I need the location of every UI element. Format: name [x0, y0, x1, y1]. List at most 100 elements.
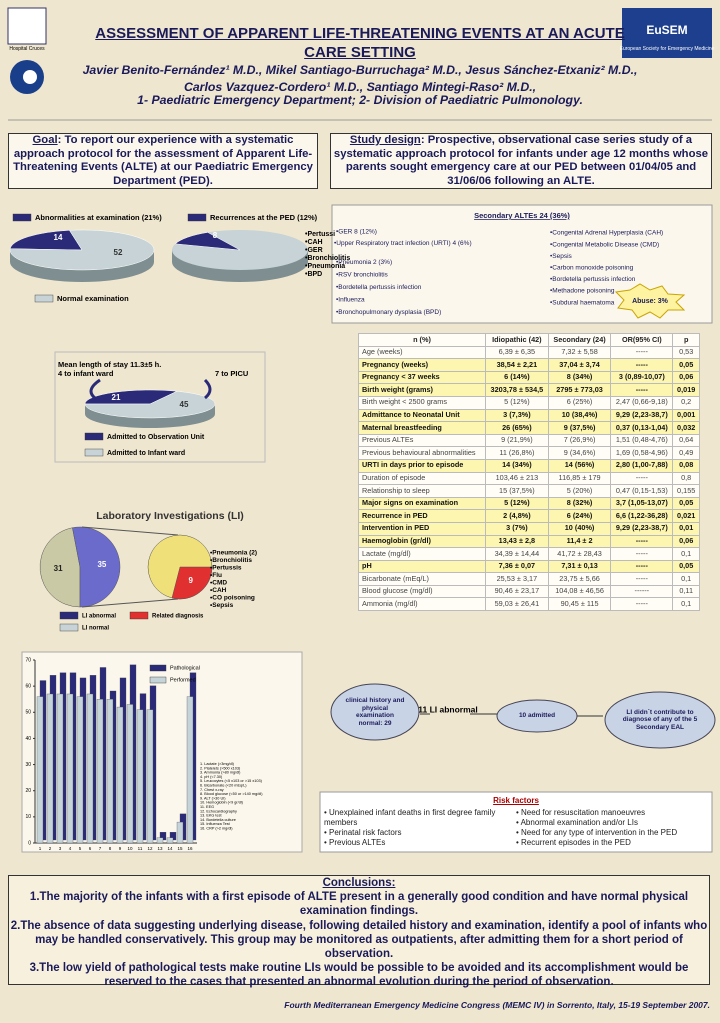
- results-table: n (%) Idiopathic (42) Secondary (24) OR(95%…: [358, 333, 700, 612]
- label: 2: [49, 846, 52, 851]
- pie-slice: [9, 229, 155, 271]
- label: 60: [25, 683, 31, 689]
- risk-item: • Unexplained infant deaths in first deg…: [324, 808, 496, 827]
- table-row: Admittance to Neonatal Unit 3 (7,3%) 10 (3…: [358, 408, 700, 423]
- table-cell: Major signs on examination: [358, 496, 486, 511]
- table-cell: Previous ALTEs: [358, 433, 486, 448]
- table-cell: 10 (38,4%): [547, 408, 612, 423]
- legend-swatch: [59, 623, 79, 632]
- label: 1. Lactate (>3mg/dl): [200, 762, 235, 766]
- table-cell: 0,05: [672, 496, 700, 511]
- table-cell: 41,72 ± 28,43: [547, 547, 612, 561]
- label: 40: [25, 736, 31, 742]
- table-cell: Blood glucose (mg/dl): [358, 584, 486, 599]
- label: 2. Platelets (>500 x103): [200, 766, 241, 770]
- table-cell: 1,69 (0,58-4,96): [610, 446, 674, 460]
- table-cell: 6,39 ± 6,35: [484, 345, 549, 360]
- risk-box: [319, 791, 713, 853]
- bar: [186, 696, 194, 844]
- label: •Flu: [210, 572, 222, 579]
- pie-slice: [84, 389, 178, 405]
- table-cell: 0,019: [672, 383, 700, 397]
- label: 0: [28, 840, 31, 846]
- table-cell: 0,37 (0,13-1,04): [610, 421, 674, 435]
- legend-swatch: [149, 664, 167, 672]
- table-cell: 9 (37,5%): [547, 421, 612, 435]
- label: 10. Hemoglobin (<9 gr/dl): [200, 801, 244, 805]
- label: Normal examination: [57, 294, 129, 303]
- table-cell: Pregnancy (weeks): [358, 358, 486, 372]
- table-cell: Previous behavioural abnormalities: [358, 446, 486, 460]
- label: 14. Bordetella culture: [200, 818, 236, 822]
- label: 70: [25, 657, 31, 663]
- risk-title: Risk factors: [493, 796, 539, 805]
- wrap: •Upper Respiratory tract infection (URTI…: [334, 239, 472, 247]
- table-row: Maternal breastfeeding 26 (65%) 9 (37,5%) 0…: [358, 421, 700, 435]
- label: 15: [177, 846, 183, 851]
- connector: [81, 526, 179, 536]
- table-cell: Bicarbonate (mEq/L): [358, 572, 486, 586]
- label: •Sepsis: [210, 602, 234, 609]
- table-cell: Maternal breastfeeding: [358, 421, 486, 435]
- pie-slice: [39, 527, 81, 608]
- label: •GER: [305, 247, 323, 254]
- label: 50: [25, 710, 31, 716]
- label: •Upper Respiratory tract infection (URTI…: [334, 239, 472, 247]
- table-cell: 2,47 (0,66-9,18): [610, 395, 674, 410]
- label: 3: [59, 846, 62, 851]
- label: 11. EEG: [200, 805, 214, 809]
- table-cell: 11,4 ± 2: [547, 534, 612, 549]
- table-cell: 15 (37,5%): [484, 484, 549, 498]
- table-cell: -----: [610, 345, 674, 360]
- label: •Pneumonia: [305, 263, 345, 270]
- label: 30: [25, 762, 31, 768]
- table-row: Bicarbonate (mEq/L) 25,53 ± 3,17 23,75 ± 5…: [358, 572, 700, 586]
- label: 14: [54, 233, 63, 242]
- footer: Fourth Mediterranean Emergency Medicine …: [284, 1000, 710, 1010]
- table-cell: Intervention in PED: [358, 521, 486, 536]
- risk-item: • Perinatal risk factors: [324, 828, 402, 837]
- table-row: Lactate (mg/dl) 34,39 ± 14,44 41,72 ± 28,4…: [358, 547, 700, 561]
- table-cell: 3 (0,89-10,07): [610, 370, 674, 385]
- label: 13: [157, 846, 163, 851]
- table-cell: 0,06: [672, 370, 700, 385]
- table-row: pH 7,36 ± 0,07 7,31 ± 0,13 ----- 0,05: [358, 559, 700, 574]
- risk-item: • Abnormal examination and/or LIs: [516, 818, 638, 827]
- table-cell: pH: [358, 559, 486, 574]
- conclusions-title: Conclusions:: [322, 877, 396, 889]
- flow-label: 10 admitted: [518, 712, 556, 720]
- table-cell: 38,54 ± 2,21: [484, 358, 549, 372]
- risk-item: • Recurrent episodes in the PED: [516, 838, 631, 847]
- table-header-cell: Secondary (24): [547, 333, 612, 347]
- table-cell: 7 (26,9%): [547, 433, 612, 448]
- label: 5: [79, 846, 82, 851]
- label: •GER 8 (12%): [336, 229, 377, 236]
- table-cell: ------: [610, 584, 674, 599]
- table-row: Pregnancy < 37 weeks 6 (14%) 8 (34%) 3 (0,8…: [358, 370, 700, 385]
- risk-item: • Need for any type of intervention in t…: [516, 828, 678, 837]
- label: •Bordetella pertussis infection: [550, 276, 636, 283]
- table-cell: 0,05: [672, 559, 700, 574]
- pie-slice: [9, 230, 83, 251]
- affiliations: 1- Paediatric Emergency Department; 2- D…: [137, 93, 583, 107]
- logo-right: [622, 8, 712, 58]
- bar: [166, 837, 174, 844]
- table-cell: 23,75 ± 5,66: [547, 572, 612, 586]
- label: 1: [39, 846, 42, 851]
- label: 15. Influenza Test: [200, 822, 231, 826]
- label: 16. CRP (>2 mg/dl): [200, 827, 233, 831]
- table-cell: -----: [610, 597, 674, 612]
- table-cell: 0,01: [672, 521, 700, 536]
- label: Mean length of stay 11.3±5 h.: [58, 360, 161, 369]
- starburst: [614, 283, 686, 319]
- legend-swatch: [34, 294, 54, 303]
- bar: [176, 821, 184, 844]
- label: 11 LI abnormal: [418, 704, 478, 714]
- table-cell: -----: [610, 572, 674, 586]
- goal-label: Goal: [32, 134, 58, 146]
- table-cell: 59,03 ± 26,41: [484, 597, 549, 612]
- label: 6. Bicarbonate (<20 mEq/L): [200, 784, 247, 788]
- conclusion-item: 3.The low yield of pathological tests ma…: [29, 962, 689, 989]
- bar: [116, 706, 124, 844]
